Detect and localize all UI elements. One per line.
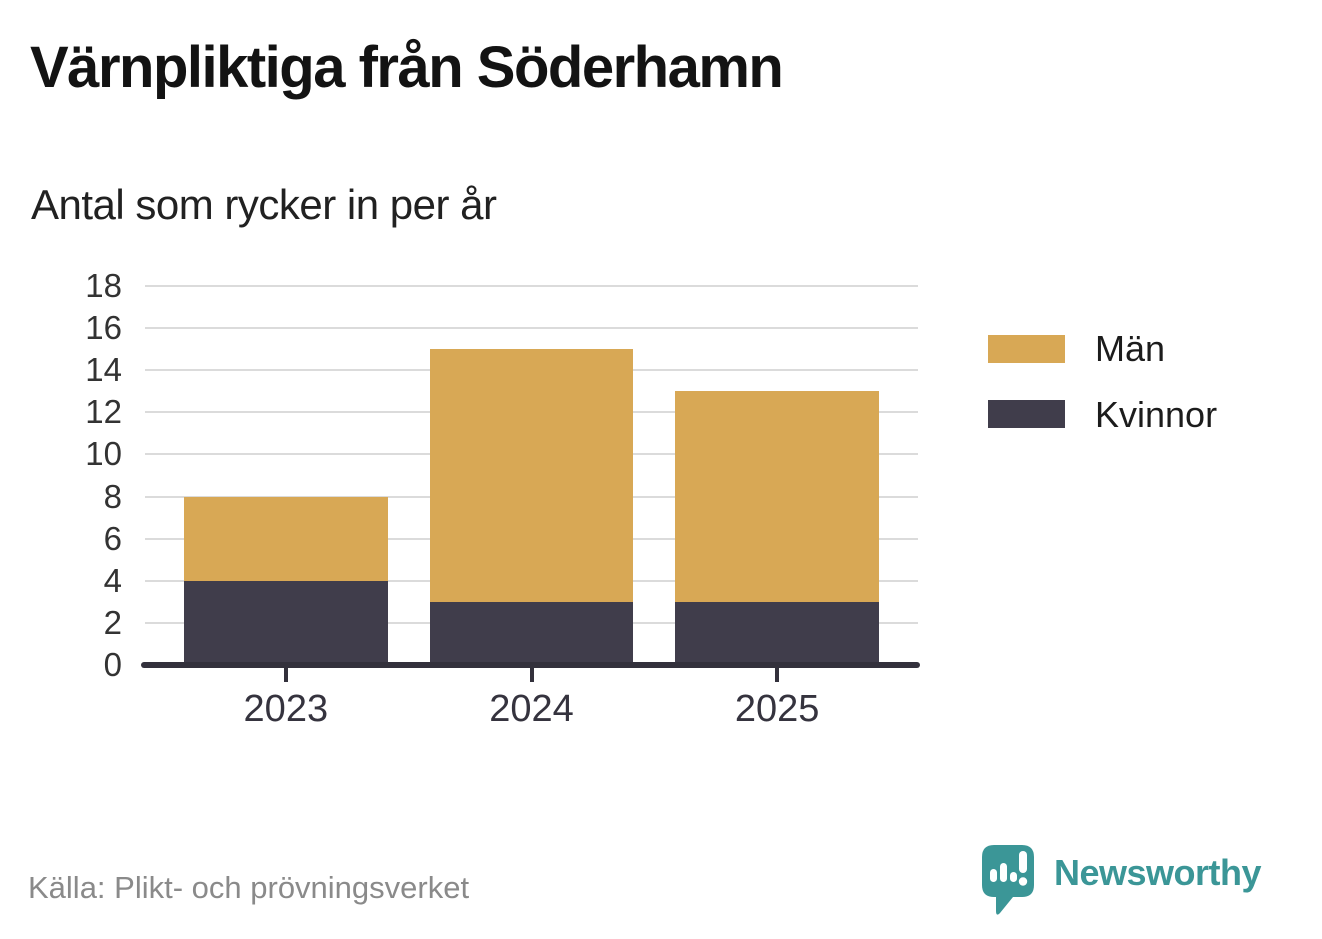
y-tick-label-18: 18 <box>85 267 122 304</box>
source-note: Källa: Plikt- och prövningsverket <box>28 870 470 905</box>
y-tick-label-0: 0 <box>103 646 122 683</box>
x-axis-line <box>141 662 920 668</box>
logo-exclamation-bar <box>1019 851 1027 873</box>
logo-bar-2 <box>1000 863 1007 882</box>
y-tick-label-6: 6 <box>103 519 122 557</box>
bar-2023-Kvinnor <box>184 580 388 665</box>
y-tick-label-14: 14 <box>85 351 122 389</box>
legend-label-Män: Män <box>1095 328 1166 369</box>
x-tick-label-2025: 2025 <box>734 688 820 730</box>
chart-title: Värnpliktiga från Söderhamn <box>30 35 784 100</box>
y-tick-label-10: 10 <box>85 435 122 473</box>
y-tick-label-2: 2 <box>103 603 122 641</box>
x-tick-2023 <box>283 668 288 682</box>
gridline-18 <box>145 285 918 287</box>
bar-2025-Män <box>675 391 879 602</box>
x-tick-label-2023: 2023 <box>243 688 329 730</box>
brand-name: Newsworthy <box>1054 852 1262 893</box>
x-tick-label-2024: 2024 <box>489 688 574 730</box>
chart-subtitle: Antal som rycker in per år <box>31 181 497 228</box>
y-axis: 0 2 4 6 8 10 12 14 16 18 <box>20 267 122 683</box>
logo-bar-3 <box>1010 872 1017 882</box>
y-tick-label-8: 8 <box>103 477 122 515</box>
x-tick-2025 <box>775 668 780 682</box>
bar-2024-Kvinnor <box>429 601 634 665</box>
logo-exclamation-dot <box>1018 877 1028 886</box>
bar-2025-Kvinnor <box>675 601 879 665</box>
legend-label-Kvinnor: Kvinnor <box>1095 393 1218 435</box>
newsworthy-bubble-icon <box>982 845 1034 915</box>
gridline-16 <box>145 327 918 330</box>
plot-area: 2023 2024 2025 <box>141 285 920 730</box>
logo-bar-1 <box>990 869 997 882</box>
newsworthy-logo: Newsworthy <box>982 845 1262 917</box>
legend-swatch-Kvinnor <box>988 400 1065 429</box>
y-tick-label-16: 16 <box>85 309 122 347</box>
legend-item-Män: Män <box>988 329 1217 369</box>
y-tick-label-12: 12 <box>85 393 122 431</box>
y-tick-label-4: 4 <box>103 561 122 599</box>
x-tick-2024 <box>529 668 534 682</box>
legend: Män Kvinnor <box>988 329 1217 460</box>
bar-2023-Män <box>184 496 388 581</box>
legend-swatch-Män <box>988 334 1065 363</box>
legend-item-Kvinnor: Kvinnor <box>988 393 1218 435</box>
bar-2024-Män <box>429 349 634 602</box>
